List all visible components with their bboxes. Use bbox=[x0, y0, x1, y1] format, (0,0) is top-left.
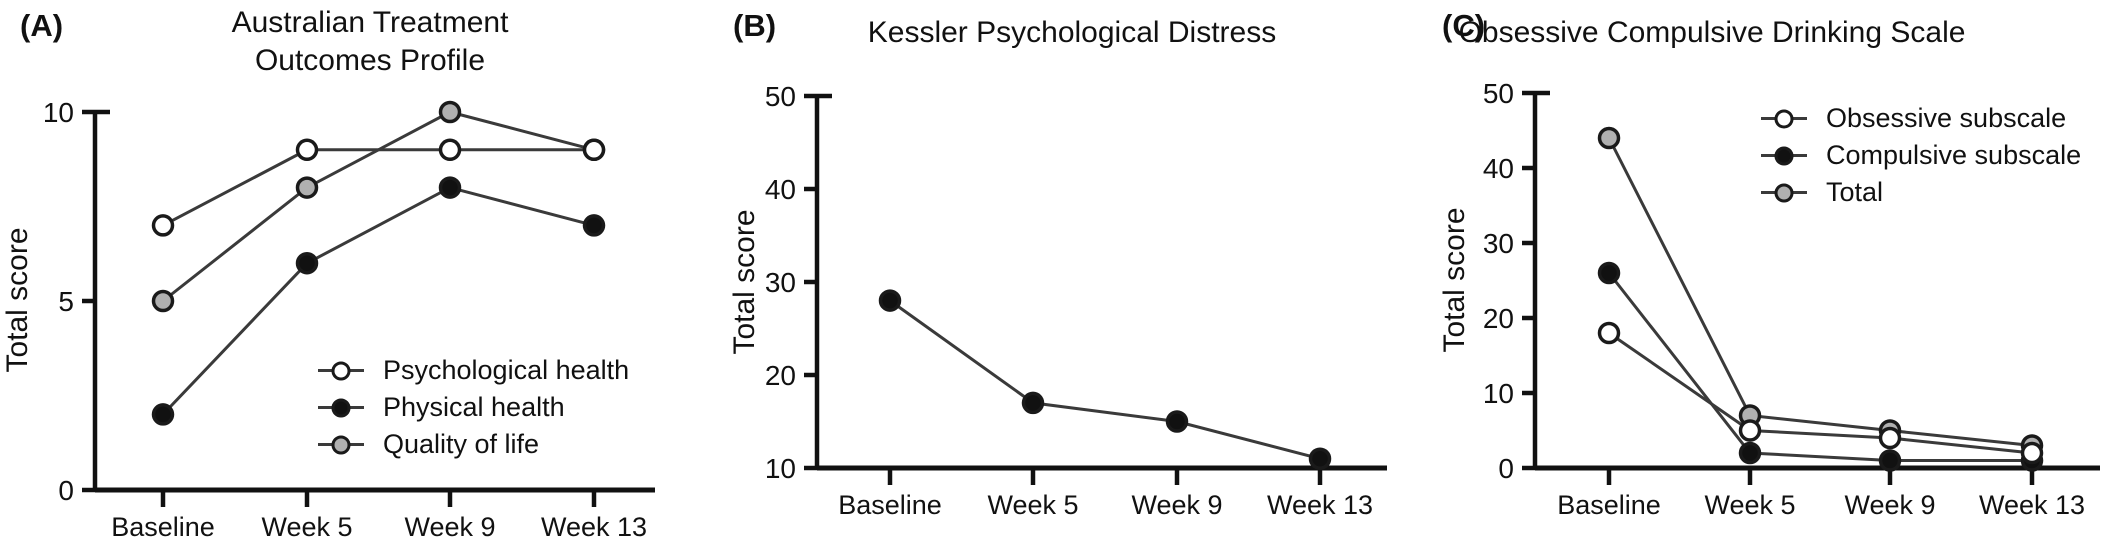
x-tick-label: Week 5 bbox=[261, 512, 352, 542]
x-tick-label: Baseline bbox=[838, 490, 942, 520]
open-circle-data-point bbox=[1738, 419, 1762, 442]
panel-b-title-line1: Kessler Psychological Distress bbox=[867, 16, 1277, 49]
y-tick-label: 30 bbox=[1483, 228, 1514, 259]
y-tick-label: 40 bbox=[1483, 153, 1514, 184]
panel-b-y-axis-label: Total score bbox=[728, 209, 761, 355]
y-tick-label: 0 bbox=[1498, 453, 1514, 484]
filled-circle-data-point bbox=[1308, 447, 1332, 470]
legend-item: Compulsive subscale bbox=[1761, 137, 2081, 174]
open-circle-marker-icon bbox=[318, 360, 364, 381]
panel-a-title-line1: Australian Treatment bbox=[231, 6, 509, 39]
filled-circle-data-point bbox=[151, 403, 175, 426]
open-circle-data-point bbox=[582, 138, 606, 162]
panel-label-b: (B) bbox=[733, 8, 777, 43]
open-circle-data-point bbox=[295, 138, 319, 162]
x-tick-label: Week 9 bbox=[1844, 490, 1935, 520]
gray-circle-data-point bbox=[295, 176, 319, 199]
gray-circle-data-point bbox=[1597, 126, 1621, 150]
panel-c-legend: Obsessive subscale Compulsive subscale T… bbox=[1761, 100, 2081, 211]
panel-c-y-axis-label: Total score bbox=[1438, 207, 1471, 353]
gray-circle-data-point bbox=[151, 289, 175, 313]
panel-c-title-line1: Obsessive Compulsive Drinking Scale bbox=[1458, 16, 1966, 49]
x-tick-label: Week 9 bbox=[404, 512, 495, 542]
panel-c-title: Obsessive Compulsive Drinking Scale bbox=[1459, 14, 1966, 52]
x-tick-label: Week 9 bbox=[1131, 490, 1222, 520]
series-line bbox=[889, 299, 1321, 461]
filled-circle-data-point bbox=[438, 176, 462, 199]
panel-label-c: (C) bbox=[1442, 8, 1486, 43]
legend-label: Obsessive subscale bbox=[1826, 103, 2067, 133]
y-tick-label: 10 bbox=[43, 97, 74, 128]
filled-circle-data-point bbox=[878, 289, 902, 312]
series-line bbox=[162, 148, 594, 227]
filled-circle-data-point bbox=[1165, 410, 1189, 433]
open-circle-data-point bbox=[1878, 426, 1902, 450]
panel-label-a: (A) bbox=[20, 8, 64, 43]
x-tick-label: Baseline bbox=[111, 512, 215, 542]
legend-item: Obsessive subscale bbox=[1761, 100, 2081, 137]
series-line bbox=[1608, 331, 2033, 455]
y-tick-label: 20 bbox=[1483, 303, 1514, 334]
series-line bbox=[1607, 272, 2032, 462]
filled-circle-data-point bbox=[1738, 441, 1762, 465]
gray-circle-marker-icon bbox=[318, 434, 364, 455]
panel-a-title-line2: Outcomes Profile bbox=[254, 44, 486, 77]
y-tick-label: 50 bbox=[765, 81, 796, 112]
legend-item: Physical health bbox=[318, 389, 629, 426]
filled-circle-marker-icon bbox=[318, 397, 364, 418]
x-tick-label: Baseline bbox=[1557, 490, 1661, 520]
open-circle-data-point bbox=[438, 138, 462, 162]
legend-label: Total bbox=[1826, 177, 1884, 207]
legend-item: Quality of life bbox=[318, 426, 629, 463]
panel-b-title: Kessler Psychological Distress bbox=[868, 14, 1276, 52]
series-line bbox=[1607, 137, 2033, 447]
open-circle-data-point bbox=[151, 214, 175, 237]
legend-item: Psychological health bbox=[318, 352, 629, 389]
filled-circle-data-point bbox=[1021, 391, 1045, 415]
y-tick-label: 40 bbox=[765, 174, 796, 205]
open-circle-marker-icon bbox=[1761, 108, 1807, 129]
y-tick-label: 30 bbox=[765, 267, 796, 298]
panel-a-legend: Psychological health Physical health Qua… bbox=[318, 352, 629, 463]
y-tick-label: 50 bbox=[1483, 78, 1514, 109]
series-line bbox=[162, 110, 595, 303]
x-tick-label: Week 13 bbox=[541, 512, 647, 542]
gray-circle-data-point bbox=[438, 100, 462, 124]
legend-item: Total bbox=[1761, 174, 2081, 211]
x-tick-label: Week 13 bbox=[1267, 490, 1373, 520]
x-tick-label: Week 5 bbox=[1704, 490, 1795, 520]
filled-circle-data-point bbox=[1597, 261, 1621, 285]
legend-label: Quality of life bbox=[383, 429, 540, 459]
panel-a-title: Australian Treatment Outcomes Profile bbox=[232, 4, 509, 80]
y-tick-label: 10 bbox=[1483, 378, 1514, 409]
x-tick-label: Week 13 bbox=[1979, 490, 2085, 520]
y-tick-label: 10 bbox=[765, 453, 796, 484]
open-circle-data-point bbox=[1597, 321, 1621, 345]
x-tick-label: Week 5 bbox=[987, 490, 1078, 520]
y-tick-label: 0 bbox=[58, 475, 74, 506]
filled-circle-data-point bbox=[295, 251, 319, 275]
filled-circle-marker-icon bbox=[1761, 145, 1807, 166]
series-line bbox=[161, 186, 595, 416]
filled-circle-data-point bbox=[582, 214, 606, 237]
y-tick-label: 5 bbox=[58, 286, 74, 317]
filled-circle-data-point bbox=[1878, 449, 1902, 472]
panel-a-y-axis-label: Total score bbox=[1, 227, 34, 373]
gray-circle-marker-icon bbox=[1761, 182, 1807, 203]
y-tick-label: 20 bbox=[765, 360, 796, 391]
legend-label: Psychological health bbox=[383, 355, 630, 385]
legend-label: Physical health bbox=[383, 392, 565, 422]
open-circle-data-point bbox=[2020, 441, 2044, 465]
legend-label: Compulsive subscale bbox=[1826, 140, 2082, 170]
